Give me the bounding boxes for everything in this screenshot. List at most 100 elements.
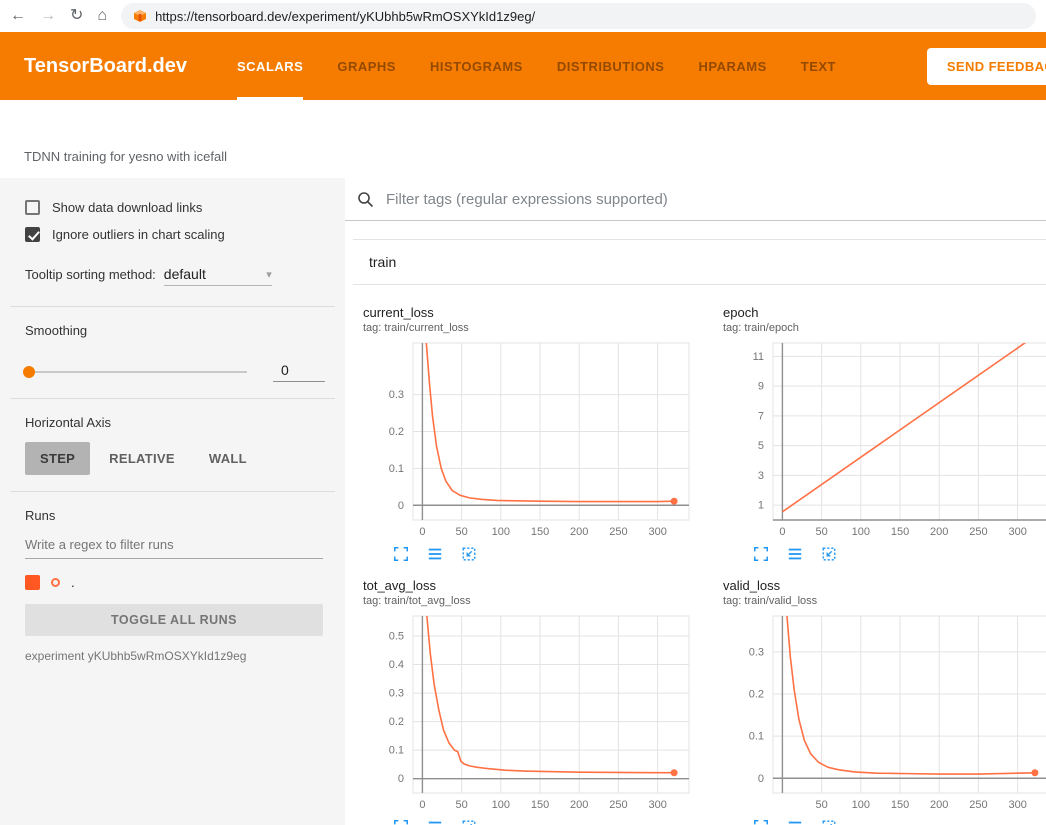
- browser-chrome: ← → ↻ ⌂ https://tensorboard.dev/experime…: [0, 0, 1046, 32]
- svg-text:50: 50: [455, 526, 467, 538]
- ignore-outliers-checkbox[interactable]: [25, 227, 40, 242]
- expand-chart-icon[interactable]: [393, 546, 409, 562]
- filter-tags-input[interactable]: [384, 190, 1046, 209]
- svg-text:0.5: 0.5: [389, 630, 404, 642]
- home-icon[interactable]: ⌂: [97, 8, 107, 24]
- svg-text:250: 250: [609, 526, 627, 538]
- data-table-icon[interactable]: [787, 819, 803, 825]
- data-table-icon[interactable]: [787, 546, 803, 562]
- svg-text:200: 200: [570, 526, 588, 538]
- back-icon[interactable]: ←: [10, 8, 26, 24]
- charts-grid: current_loss tag: train/current_loss 0 0.…: [353, 285, 1046, 825]
- svg-text:3: 3: [758, 470, 764, 482]
- svg-text:1: 1: [758, 500, 764, 512]
- svg-text:5: 5: [758, 440, 764, 452]
- svg-text:0.2: 0.2: [389, 426, 404, 438]
- fit-domain-icon[interactable]: [461, 546, 477, 562]
- reload-icon[interactable]: ↻: [70, 8, 83, 24]
- app-header: TensorBoard.dev SCALARS GRAPHS HISTOGRAM…: [0, 32, 1046, 100]
- experiment-id-label: experiment yKUbhb5wRmOSXYkId1z9eg: [25, 649, 329, 663]
- send-feedback-button[interactable]: SEND FEEDBACK: [927, 48, 1046, 85]
- svg-text:0: 0: [398, 500, 404, 512]
- data-table-icon[interactable]: [427, 546, 443, 562]
- svg-text:250: 250: [969, 799, 987, 811]
- chart-card-tot-avg-loss: tot_avg_loss tag: train/tot_avg_loss 00.…: [363, 578, 695, 825]
- tab-hparams[interactable]: HPARAMS: [698, 32, 766, 100]
- tab-scalars[interactable]: SCALARS: [237, 32, 303, 100]
- address-bar[interactable]: https://tensorboard.dev/experiment/yKUbh…: [121, 3, 1036, 29]
- subheader: TDNN training for yesno with icefall: [0, 100, 1046, 178]
- svg-text:150: 150: [891, 526, 909, 538]
- show-download-links-checkbox[interactable]: [25, 200, 40, 215]
- smoothing-value-input[interactable]: 0: [273, 362, 325, 382]
- run-row[interactable]: .: [25, 575, 329, 590]
- fit-domain-icon[interactable]: [821, 819, 837, 825]
- chart-card-epoch: epoch tag: train/epoch 13579110501001502…: [723, 305, 1046, 562]
- chart-title: current_loss: [363, 305, 695, 320]
- experiment-description: TDNN training for yesno with icefall: [24, 149, 227, 164]
- expand-chart-icon[interactable]: [753, 546, 769, 562]
- run-color-swatch: [51, 578, 60, 587]
- tab-text[interactable]: TEXT: [801, 32, 836, 100]
- runs-label: Runs: [25, 508, 329, 523]
- svg-text:300: 300: [1008, 799, 1026, 811]
- svg-text:0.1: 0.1: [749, 731, 764, 743]
- svg-text:50: 50: [455, 799, 467, 811]
- svg-text:0.2: 0.2: [749, 688, 764, 700]
- chart-tag: tag: train/current_loss: [363, 322, 695, 334]
- tab-distributions[interactable]: DISTRIBUTIONS: [557, 32, 665, 100]
- svg-text:200: 200: [930, 799, 948, 811]
- train-section-header[interactable]: train: [353, 240, 1046, 285]
- tab-histograms[interactable]: HISTOGRAMS: [430, 32, 523, 100]
- run-name-label: .: [71, 575, 75, 590]
- svg-text:50: 50: [815, 526, 827, 538]
- tab-graphs[interactable]: GRAPHS: [337, 32, 396, 100]
- horizontal-axis-label: Horizontal Axis: [25, 415, 329, 430]
- sidebar-divider: [10, 491, 335, 492]
- smoothing-label: Smoothing: [25, 323, 329, 338]
- svg-text:0: 0: [419, 799, 425, 811]
- svg-text:100: 100: [492, 799, 510, 811]
- data-table-icon[interactable]: [427, 819, 443, 825]
- chart-tag: tag: train/epoch: [723, 322, 1046, 334]
- line-chart-epoch[interactable]: 1357911050100150200250300: [723, 338, 1046, 544]
- svg-text:150: 150: [891, 799, 909, 811]
- toggle-all-runs-button[interactable]: TOGGLE ALL RUNS: [25, 604, 323, 636]
- line-chart-current-loss[interactable]: 00.10.20.3050100150200250300: [363, 338, 695, 544]
- svg-text:0.3: 0.3: [389, 688, 404, 700]
- axis-step-button[interactable]: STEP: [25, 442, 90, 475]
- svg-text:0: 0: [758, 773, 764, 785]
- main-panel: train current_loss tag: train/current_lo…: [345, 178, 1046, 825]
- sidebar-divider: [10, 306, 335, 307]
- fit-domain-icon[interactable]: [821, 546, 837, 562]
- expand-chart-icon[interactable]: [393, 819, 409, 825]
- fit-domain-icon[interactable]: [461, 819, 477, 825]
- line-chart-valid-loss[interactable]: 00.10.20.350100150200250300: [723, 611, 1046, 817]
- chart-card-current-loss: current_loss tag: train/current_loss 0 0.…: [363, 305, 695, 562]
- ignore-outliers-row[interactable]: Ignore outliers in chart scaling: [0, 221, 345, 248]
- run-checkbox[interactable]: [25, 575, 40, 590]
- show-download-links-row[interactable]: Show data download links: [0, 194, 345, 221]
- tooltip-sorting-label: Tooltip sorting method:: [25, 267, 156, 282]
- url-text: https://tensorboard.dev/experiment/yKUbh…: [155, 9, 535, 24]
- chart-title: valid_loss: [723, 578, 1046, 593]
- expand-chart-icon[interactable]: [753, 819, 769, 825]
- smoothing-slider[interactable]: [25, 371, 247, 373]
- svg-text:11: 11: [753, 351, 764, 363]
- line-chart-tot-avg-loss[interactable]: 00.10.20.30.40.5050100150200250300: [363, 611, 695, 817]
- svg-text:250: 250: [609, 799, 627, 811]
- runs-filter-input[interactable]: [25, 537, 323, 559]
- svg-text:150: 150: [531, 526, 549, 538]
- settings-sidebar: Show data download links Ignore outliers…: [0, 178, 345, 825]
- svg-text:300: 300: [1008, 526, 1026, 538]
- forward-icon[interactable]: →: [40, 8, 56, 24]
- svg-text:0.3: 0.3: [749, 646, 764, 658]
- axis-wall-button[interactable]: WALL: [194, 442, 262, 475]
- chart-tag: tag: train/tot_avg_loss: [363, 595, 695, 607]
- tooltip-sorting-dropdown[interactable]: default ▾: [164, 266, 272, 286]
- tooltip-sorting-value: default: [164, 266, 206, 282]
- smoothing-slider-thumb[interactable]: [23, 366, 35, 378]
- brand-logo[interactable]: TensorBoard.dev: [24, 55, 187, 78]
- axis-relative-button[interactable]: RELATIVE: [94, 442, 190, 475]
- train-section-card: train current_loss tag: train/current_lo…: [353, 239, 1046, 825]
